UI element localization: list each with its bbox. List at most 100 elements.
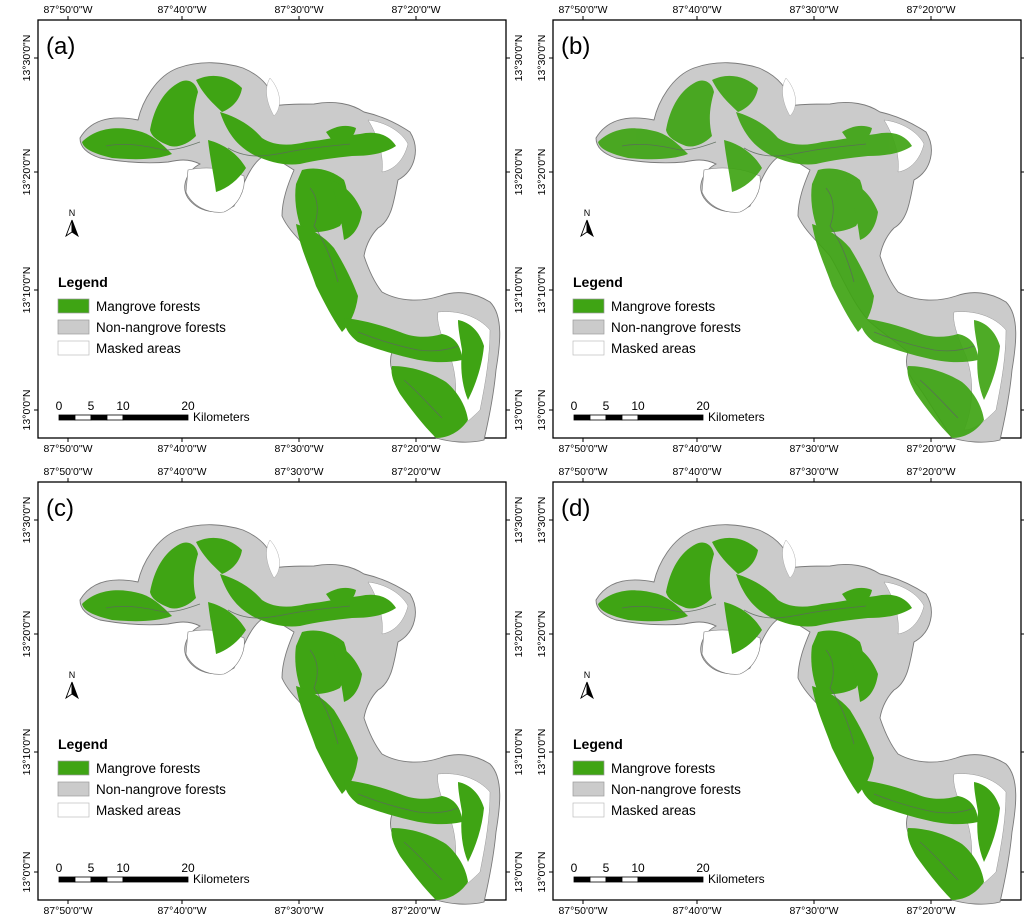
north-arrow-label: N — [69, 670, 76, 680]
scale-bar-tick-label: 20 — [181, 399, 195, 413]
latitude-label-right: 13°0'0"N — [513, 390, 525, 431]
legend-swatch — [57, 298, 90, 314]
legend-item-label: Mangrove forests — [611, 761, 716, 776]
scale-bar-segment — [122, 414, 189, 421]
north-arrow-icon: N — [580, 208, 594, 238]
longitude-label-top: 87°40'0"W — [672, 466, 721, 478]
legend-swatch — [57, 802, 90, 818]
legend-item-label: Non-nangrove forests — [96, 320, 226, 335]
longitude-label-top: 87°40'0"W — [157, 466, 206, 478]
scale-bar-tick-label: 10 — [116, 861, 130, 875]
map-panel-c: (c) 87°50'0"W 87°50'0"W 87°40'0"W 87°40'0"W 8… — [21, 466, 525, 917]
latitude-label-right: 13°30'0"N — [513, 497, 525, 544]
legend-swatch — [572, 319, 605, 335]
north-arrow-icon: N — [65, 670, 79, 700]
longitude-label-top: 87°20'0"W — [906, 4, 955, 16]
map-legend: Legend Mangrove forests Non-nangrove fores… — [57, 736, 226, 818]
longitude-label-top: 87°50'0"W — [558, 4, 607, 16]
latitude-label-left: 13°30'0"N — [536, 35, 548, 82]
legend-item-label: Masked areas — [96, 803, 181, 818]
longitude-label-bottom: 87°20'0"W — [906, 905, 955, 917]
map-panel-b: (b) 87°50'0"W 87°50'0"W 87°40'0"W 87°40'0"W 8… — [536, 4, 1024, 455]
map-legend: Legend Mangrove forests Non-nangrove fores… — [572, 274, 741, 356]
north-arrow-right — [586, 681, 594, 700]
scale-bar-tick-label: 5 — [88, 399, 95, 413]
scale-bar-segment — [106, 876, 124, 883]
legend-item-label: Masked areas — [611, 341, 696, 356]
longitude-label-top: 87°40'0"W — [157, 4, 206, 16]
latitude-label-left: 13°30'0"N — [21, 497, 33, 544]
latitude-label-left: 13°10'0"N — [536, 729, 548, 776]
legend-item-label: Masked areas — [611, 803, 696, 818]
panel-label: (d) — [561, 495, 590, 522]
north-arrow-right — [71, 681, 79, 700]
scale-bar-segment — [58, 414, 76, 421]
longitude-label-bottom: 87°50'0"W — [43, 905, 92, 917]
legend-swatch — [57, 319, 90, 335]
scale-bar-tick-label: 10 — [116, 399, 130, 413]
north-arrow-label: N — [584, 670, 591, 680]
legend-item-label: Mangrove forests — [96, 761, 201, 776]
legend-swatch — [572, 760, 605, 776]
scale-bar-unit: Kilometers — [193, 872, 250, 886]
longitude-label-top: 87°30'0"W — [274, 4, 323, 16]
legend-title: Legend — [573, 736, 623, 752]
scale-bar-tick-label: 20 — [696, 861, 710, 875]
legend-swatch — [572, 298, 605, 314]
north-arrow-label: N — [584, 208, 591, 218]
longitude-label-top: 87°20'0"W — [391, 4, 440, 16]
longitude-label-top: 87°30'0"W — [789, 466, 838, 478]
scale-bar-tick-label: 0 — [571, 861, 578, 875]
latitude-label-right: 13°0'0"N — [513, 852, 525, 893]
legend-item-label: Masked areas — [96, 341, 181, 356]
map-panel-a: (a) 87°50'0"W 87°50'0"W 87°40'0"W 87°40'0"W 8… — [21, 4, 525, 455]
scale-bar-tick-label: 20 — [696, 399, 710, 413]
panel-label: (a) — [46, 33, 75, 60]
legend-title: Legend — [58, 736, 108, 752]
scale-bar-tick-label: 10 — [631, 861, 645, 875]
longitude-label-bottom: 87°30'0"W — [789, 905, 838, 917]
longitude-label-top: 87°20'0"W — [906, 466, 955, 478]
longitude-label-top: 87°50'0"W — [558, 466, 607, 478]
map-legend: Legend Mangrove forests Non-nangrove fores… — [572, 736, 741, 818]
latitude-label-left: 13°20'0"N — [536, 611, 548, 658]
scale-bar-segment — [90, 414, 108, 421]
scale-bar-segment — [589, 876, 607, 883]
scale-bar-tick-label: 20 — [181, 861, 195, 875]
legend-item-label: Non-nangrove forests — [611, 320, 741, 335]
latitude-label-right: 13°10'0"N — [513, 267, 525, 314]
legend-item-label: Mangrove forests — [96, 299, 201, 314]
latitude-label-left: 13°10'0"N — [21, 267, 33, 314]
legend-swatch — [572, 340, 605, 356]
scale-bar-tick-label: 0 — [571, 399, 578, 413]
scale-bar-segment — [637, 876, 704, 883]
north-arrow-label: N — [69, 208, 76, 218]
latitude-label-left: 13°10'0"N — [21, 729, 33, 776]
longitude-label-bottom: 87°20'0"W — [391, 443, 440, 455]
longitude-label-top: 87°40'0"W — [672, 4, 721, 16]
latitude-label-left: 13°0'0"N — [21, 390, 33, 431]
longitude-label-top: 87°30'0"W — [274, 466, 323, 478]
latitude-label-left: 13°10'0"N — [536, 267, 548, 314]
longitude-label-bottom: 87°50'0"W — [558, 905, 607, 917]
latitude-label-left: 13°20'0"N — [21, 611, 33, 658]
scale-bar-tick-label: 0 — [56, 861, 63, 875]
longitude-label-bottom: 87°30'0"W — [274, 443, 323, 455]
longitude-label-top: 87°30'0"W — [789, 4, 838, 16]
longitude-label-bottom: 87°30'0"W — [789, 443, 838, 455]
scale-bar-segment — [122, 876, 189, 883]
scale-bar-segment — [605, 414, 623, 421]
map-legend: Legend Mangrove forests Non-nangrove fores… — [57, 274, 226, 356]
scale-bar-tick-label: 10 — [631, 399, 645, 413]
map-panel-d: (d) 87°50'0"W 87°50'0"W 87°40'0"W 87°40'0"W 8… — [536, 466, 1024, 917]
latitude-label-left: 13°30'0"N — [21, 35, 33, 82]
scale-bar-tick-label: 5 — [603, 861, 610, 875]
scale-bar-segment — [573, 414, 591, 421]
longitude-label-bottom: 87°50'0"W — [558, 443, 607, 455]
legend-title: Legend — [58, 274, 108, 290]
longitude-label-bottom: 87°40'0"W — [157, 905, 206, 917]
latitude-label-left: 13°20'0"N — [21, 149, 33, 196]
scale-bar-segment — [621, 414, 639, 421]
scale-bar-unit: Kilometers — [193, 410, 250, 424]
